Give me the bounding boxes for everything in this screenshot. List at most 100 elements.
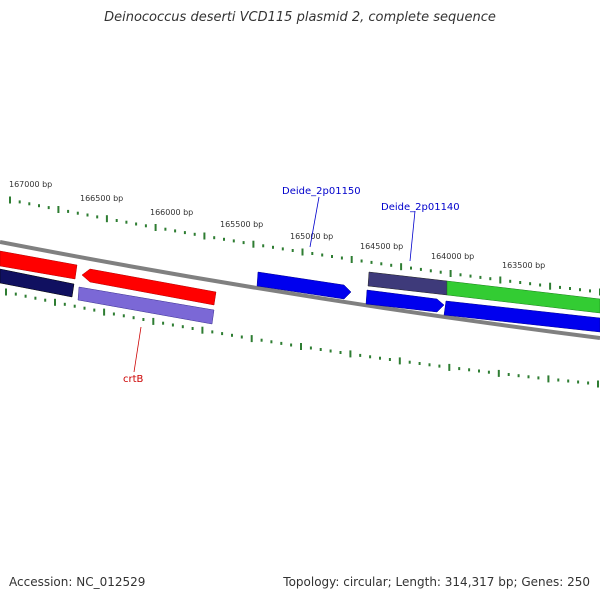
- inner-tick: [349, 350, 352, 358]
- outer-tick: [370, 260, 373, 264]
- inner-tick: [438, 364, 441, 368]
- inner-tick: [142, 318, 145, 321]
- inner-tick: [181, 325, 184, 329]
- ruler-label-167000: 167000 bp: [9, 180, 52, 189]
- inner-tick: [319, 348, 322, 351]
- inner-tick: [171, 323, 174, 327]
- inner-tick: [260, 338, 263, 342]
- map-title: Deinococcus deserti VCD115 plasmid 2, co…: [104, 10, 496, 25]
- inner-tick: [398, 357, 401, 365]
- outer-tick: [164, 227, 167, 231]
- outer-tick: [47, 206, 50, 210]
- sequence-summary-text: Topology: circular; Length: 314,317 bp; …: [283, 575, 590, 589]
- outer-tick: [331, 255, 333, 258]
- outer-tick: [400, 263, 403, 271]
- inner-tick: [5, 288, 7, 296]
- inner-tick: [388, 358, 391, 361]
- callout-line-deide-2p01150: [309, 196, 320, 248]
- gene-label-deide-2p01140[interactable]: Deide_2p01140: [381, 202, 460, 213]
- outer-tick: [529, 282, 532, 286]
- inner-tick: [507, 373, 510, 376]
- outer-tick: [272, 245, 274, 249]
- inner-tick: [448, 363, 451, 371]
- inner-tick: [24, 294, 27, 298]
- outer-tick: [569, 287, 571, 290]
- callout-line-crtb: [133, 326, 142, 373]
- outer-tick: [589, 289, 591, 293]
- outer-tick: [232, 239, 235, 243]
- inner-tick: [487, 370, 490, 374]
- gene-crtb[interactable]: [77, 286, 215, 325]
- gene-green[interactable]: [446, 280, 600, 314]
- inner-tick: [44, 298, 47, 302]
- outer-tick: [125, 220, 128, 224]
- inner-tick: [428, 363, 431, 367]
- inner-tick: [597, 380, 599, 388]
- outer-tick: [96, 215, 99, 219]
- inner-tick: [359, 353, 362, 357]
- outer-tick: [439, 270, 442, 274]
- outer-tick: [213, 236, 216, 240]
- outer-tick: [479, 275, 482, 279]
- inner-tick: [497, 369, 500, 377]
- gene-navy[interactable]: [0, 268, 75, 298]
- gene-deide-2p01150[interactable]: [256, 271, 352, 300]
- inner-tick: [152, 317, 155, 325]
- inner-tick: [567, 379, 570, 383]
- outer-tick: [252, 240, 255, 248]
- outer-tick: [174, 229, 177, 233]
- gene-blue-mid[interactable]: [365, 289, 445, 313]
- outer-tick: [301, 248, 304, 256]
- gene-label-crtb[interactable]: crtB: [123, 374, 144, 385]
- inner-tick: [162, 321, 165, 325]
- inner-tick: [132, 316, 135, 320]
- inner-tick: [418, 362, 421, 365]
- gene-label-deide-2p01150[interactable]: Deide_2p01150: [282, 186, 361, 197]
- outer-tick: [57, 206, 60, 213]
- outer-tick: [579, 288, 581, 292]
- inner-tick: [231, 333, 233, 337]
- inner-tick: [329, 349, 332, 353]
- inner-tick: [93, 308, 96, 312]
- gene-blue-right[interactable]: [443, 300, 600, 333]
- gene-red-left[interactable]: [0, 250, 78, 280]
- inner-tick: [63, 302, 66, 306]
- inner-tick: [54, 298, 56, 306]
- inner-tick: [408, 360, 411, 364]
- inner-tick: [122, 314, 125, 318]
- outer-tick: [18, 200, 21, 204]
- inner-tick: [112, 312, 115, 316]
- inner-tick: [103, 308, 106, 316]
- outer-tick: [449, 270, 452, 277]
- accession-text: Accession: NC_012529: [9, 575, 146, 589]
- inner-tick: [458, 367, 461, 371]
- forward-strand-genes: [0, 250, 600, 314]
- inner-tick: [587, 381, 590, 385]
- outer-tick: [489, 277, 492, 281]
- inner-tick: [14, 292, 17, 296]
- inner-tick: [83, 306, 86, 310]
- ruler-label-163500: 163500 bp: [502, 261, 545, 270]
- callout-line-deide-2p01140: [409, 210, 416, 262]
- outer-tick: [410, 266, 412, 270]
- inner-tick: [221, 332, 224, 336]
- inner-tick: [527, 375, 530, 379]
- inner-tick: [34, 296, 37, 300]
- outer-tick: [291, 249, 294, 252]
- inner-tick: [478, 369, 480, 373]
- outer-tick: [509, 279, 512, 283]
- inner-tick: [379, 356, 381, 360]
- inner-tick: [577, 380, 580, 384]
- inner-tick: [517, 374, 520, 378]
- inner-tick: [369, 355, 372, 359]
- plasmid-backbone: [0, 240, 600, 340]
- outer-tick: [262, 244, 265, 248]
- outer-tick: [419, 267, 422, 271]
- inner-tick: [537, 376, 540, 380]
- outer-tick: [193, 232, 196, 236]
- outer-tick: [135, 222, 138, 226]
- outer-tick: [281, 247, 284, 251]
- gene-red-arrow[interactable]: [81, 268, 217, 306]
- inner-tick: [270, 340, 273, 344]
